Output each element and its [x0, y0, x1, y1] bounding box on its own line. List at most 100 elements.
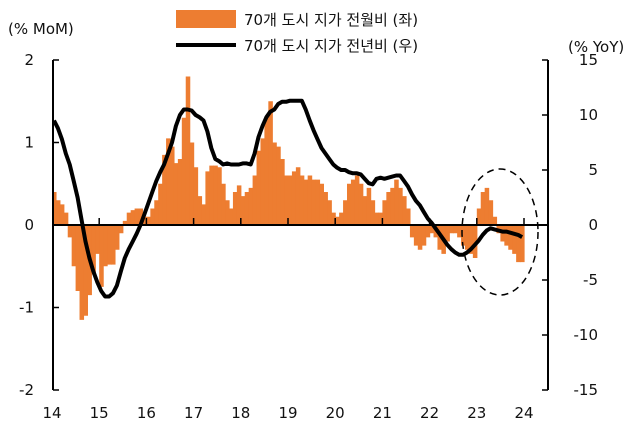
mom-bar — [276, 146, 281, 225]
mom-bar — [453, 225, 458, 234]
right-tick-label: -5 — [583, 271, 598, 289]
mom-bar — [504, 225, 509, 246]
mom-bar — [213, 165, 218, 225]
legend-bar-swatch — [176, 10, 236, 28]
mom-bar — [111, 225, 116, 265]
mom-bar — [154, 200, 159, 225]
mom-bar — [91, 225, 96, 275]
mom-bar — [413, 225, 419, 246]
mom-bar — [221, 183, 226, 225]
mom-bar — [103, 225, 108, 267]
mom-bar — [425, 225, 431, 238]
right-axis-label: (% YoY) — [568, 38, 624, 56]
mom-bar — [134, 208, 140, 225]
mom-bar — [166, 138, 171, 225]
mom-bar — [99, 225, 104, 287]
x-tick-label: 16 — [137, 404, 156, 422]
mom-bar — [366, 187, 372, 225]
mom-bar — [229, 208, 234, 225]
mom-bar — [319, 183, 324, 225]
mom-bar — [79, 225, 85, 320]
mom-bar — [59, 204, 65, 225]
mom-bar — [146, 216, 151, 225]
legend-bar-label: 70개 도시 지가 전월비 (좌) — [244, 11, 418, 29]
mom-bar — [311, 179, 317, 225]
mom-bar — [465, 225, 470, 250]
mom-bar — [354, 175, 360, 225]
mom-bar — [252, 175, 258, 225]
x-tick-label: 14 — [42, 404, 61, 422]
mom-bar — [248, 187, 254, 225]
mom-bar — [126, 212, 132, 225]
mom-bar — [205, 171, 210, 225]
mom-bar — [492, 216, 498, 225]
mom-bar — [402, 196, 407, 225]
mom-bar — [177, 159, 183, 225]
legend: 70개 도시 지가 전월비 (좌) 70개 도시 지가 전년비 (우) — [176, 10, 418, 55]
mom-bar — [107, 225, 112, 265]
x-tick-label: 19 — [278, 404, 297, 422]
mom-bar — [339, 212, 344, 225]
mom-bar — [52, 192, 57, 225]
right-tick-label: 15 — [579, 51, 598, 69]
left-tick-label: -1 — [19, 299, 34, 317]
mom-bar — [201, 204, 206, 225]
mom-bar — [118, 225, 124, 234]
mom-bar — [468, 225, 474, 254]
mom-bar — [268, 101, 273, 225]
mom-bar — [122, 220, 128, 225]
mom-bar — [421, 225, 427, 246]
right-tick-label: 5 — [588, 161, 598, 179]
mom-bar — [173, 163, 179, 225]
x-tick-label: 15 — [90, 404, 109, 422]
left-tick-label: 0 — [24, 216, 34, 234]
mom-bar — [512, 225, 517, 254]
mom-bar — [472, 225, 478, 258]
mom-bar — [508, 225, 513, 250]
right-tick-label: -15 — [574, 381, 599, 399]
mom-bar — [71, 225, 77, 267]
mom-bar — [288, 175, 293, 225]
mom-bar — [429, 225, 435, 234]
mom-bar — [83, 225, 88, 316]
mom-bar — [185, 76, 191, 225]
mom-bar — [390, 187, 395, 225]
left-tick-label: -2 — [19, 381, 34, 399]
mom-bar — [280, 159, 285, 225]
mom-bar — [323, 192, 328, 225]
mom-bar — [236, 185, 242, 225]
mom-bar — [307, 175, 313, 225]
mom-bar — [445, 225, 450, 242]
mom-bar — [394, 179, 399, 225]
left-tick-label: 1 — [24, 134, 34, 152]
mom-bar — [55, 200, 61, 225]
mom-bar — [256, 150, 262, 225]
mom-bar — [138, 208, 144, 225]
right-tick-label: 10 — [579, 106, 598, 124]
mom-bar — [480, 192, 486, 225]
legend-line-label: 70개 도시 지가 전년비 (우) — [244, 37, 418, 55]
x-tick-label: 20 — [326, 404, 345, 422]
x-tick-label: 17 — [184, 404, 203, 422]
mom-bar — [181, 117, 187, 225]
mom-bar — [63, 212, 69, 225]
mom-bar — [260, 138, 265, 225]
mom-bar — [488, 200, 494, 225]
x-tick-label: 23 — [467, 404, 486, 422]
mom-bar — [398, 187, 403, 225]
mom-bar — [362, 196, 368, 225]
mom-bar — [225, 200, 230, 225]
mom-bar — [193, 167, 199, 225]
mom-bar — [295, 167, 301, 225]
mom-bar — [449, 225, 454, 234]
left-axis-label: (% MoM) — [8, 20, 74, 38]
mom-bar — [476, 208, 482, 225]
mom-bar — [75, 225, 81, 291]
yoy-line — [52, 98, 524, 299]
mom-bar — [95, 225, 100, 254]
x-tick-label: 18 — [231, 404, 250, 422]
right-tick-label: -10 — [574, 326, 599, 344]
mom-bar — [347, 183, 352, 225]
mom-bar — [162, 154, 167, 225]
